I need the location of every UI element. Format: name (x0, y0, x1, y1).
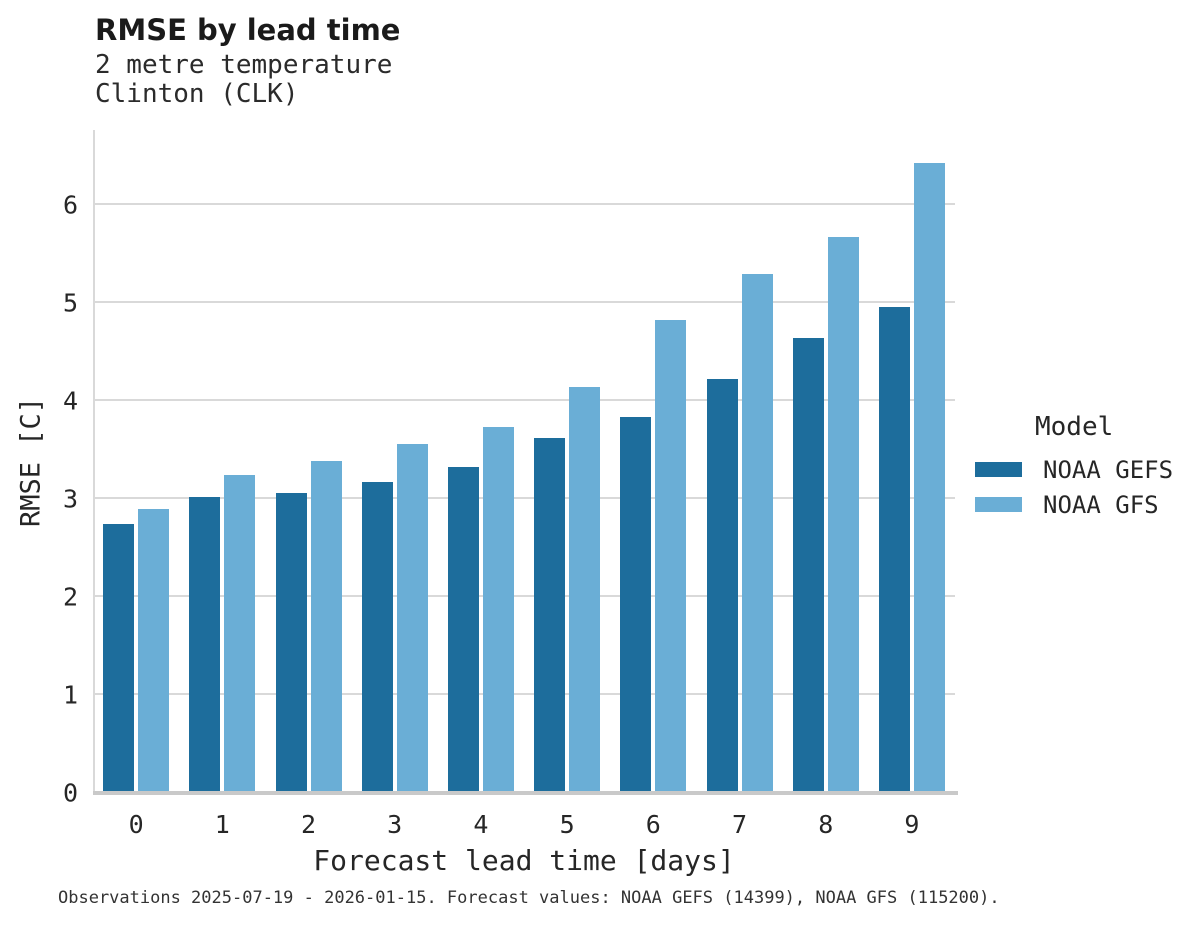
x-tick-label-5: 5 (559, 810, 575, 839)
y-tick-label-6: 6 (62, 190, 78, 220)
bar-noaa-gefs-lead-5 (534, 437, 566, 793)
x-axis-title: Forecast lead time [days] (313, 844, 735, 877)
plot-area (93, 130, 958, 795)
bar-noaa-gefs-lead-8 (792, 337, 824, 793)
bar-noaa-gefs-lead-7 (706, 379, 738, 793)
legend: Model NOAA GEFS NOAA GFS (975, 412, 1193, 522)
gridline-1 (93, 692, 955, 695)
bar-group-lead-0 (93, 130, 179, 793)
bar-noaa-gfs-lead-5 (569, 386, 601, 793)
chart-title: RMSE by lead time (95, 13, 401, 47)
bar-group-lead-6 (610, 130, 696, 793)
legend-swatch-icon (975, 497, 1022, 512)
gridline-5 (93, 300, 955, 303)
legend-entry-noaa-gefs: NOAA GEFS (975, 452, 1193, 487)
bar-noaa-gfs-lead-9 (913, 163, 945, 793)
legend-label: NOAA GEFS (1043, 455, 1174, 484)
bar-noaa-gefs-lead-0 (103, 524, 135, 793)
bar-noaa-gfs-lead-6 (655, 320, 687, 793)
bar-noaa-gefs-lead-3 (361, 482, 393, 793)
bar-noaa-gfs-lead-4 (482, 427, 514, 793)
y-tick-label-4: 4 (62, 386, 78, 416)
y-tick-label-0: 0 (62, 778, 78, 808)
gridline-4 (93, 398, 955, 401)
y-tick-label-3: 3 (62, 484, 78, 514)
x-tick-label-4: 4 (473, 810, 489, 839)
x-tick-label-6: 6 (645, 810, 661, 839)
legend-label: NOAA GFS (1043, 490, 1159, 519)
bar-noaa-gfs-lead-1 (224, 475, 256, 793)
x-axis-ticks: 0 1 2 3 4 5 6 7 8 9 (93, 810, 955, 839)
gridline-2 (93, 594, 955, 597)
bar-group-lead-8 (783, 130, 869, 793)
chart-subtitle-variable: 2 metre temperature (95, 50, 393, 80)
y-axis-ticks: 0 1 2 3 4 5 6 (0, 130, 78, 805)
bar-group-lead-9 (869, 130, 955, 793)
bar-group-lead-1 (179, 130, 265, 793)
x-tick-label-9: 9 (904, 810, 920, 839)
gridline-3 (93, 496, 955, 499)
y-tick-label-5: 5 (62, 288, 78, 318)
bar-group-lead-2 (265, 130, 351, 793)
bar-noaa-gefs-lead-9 (878, 306, 910, 793)
gridline-6 (93, 202, 955, 205)
bar-group-lead-5 (524, 130, 610, 793)
bar-noaa-gefs-lead-2 (275, 492, 307, 793)
x-tick-label-1: 1 (214, 810, 230, 839)
x-tick-label-2: 2 (300, 810, 317, 839)
caption: Observations 2025-07-19 - 2026-01-15. Fo… (58, 888, 1000, 908)
chart-subtitle-station: Clinton (CLK) (95, 79, 299, 109)
x-axis-line (93, 791, 958, 795)
x-tick-label-7: 7 (731, 810, 748, 839)
bar-groups (93, 130, 955, 793)
bar-group-lead-7 (696, 130, 782, 793)
x-tick-label-0: 0 (128, 810, 144, 839)
y-tick-label-1: 1 (62, 680, 78, 710)
legend-entry-noaa-gfs: NOAA GFS (975, 487, 1193, 522)
y-axis-line (93, 130, 95, 793)
legend-title: Model (1035, 412, 1114, 442)
bar-noaa-gfs-lead-0 (138, 508, 170, 793)
bar-noaa-gefs-lead-1 (189, 496, 221, 793)
y-tick-label-2: 2 (62, 582, 78, 612)
bar-noaa-gfs-lead-2 (310, 460, 342, 793)
x-tick-label-3: 3 (387, 810, 403, 839)
bar-noaa-gefs-lead-6 (620, 417, 652, 793)
bar-noaa-gfs-lead-8 (827, 236, 859, 793)
bar-noaa-gfs-lead-7 (741, 274, 773, 793)
bar-group-lead-4 (438, 130, 524, 793)
legend-entries: NOAA GEFS NOAA GFS (975, 452, 1193, 522)
legend-swatch-icon (975, 462, 1022, 477)
bar-noaa-gfs-lead-3 (396, 443, 428, 793)
bar-noaa-gefs-lead-4 (447, 467, 479, 793)
x-tick-label-8: 8 (818, 810, 834, 839)
bar-group-lead-3 (352, 130, 438, 793)
